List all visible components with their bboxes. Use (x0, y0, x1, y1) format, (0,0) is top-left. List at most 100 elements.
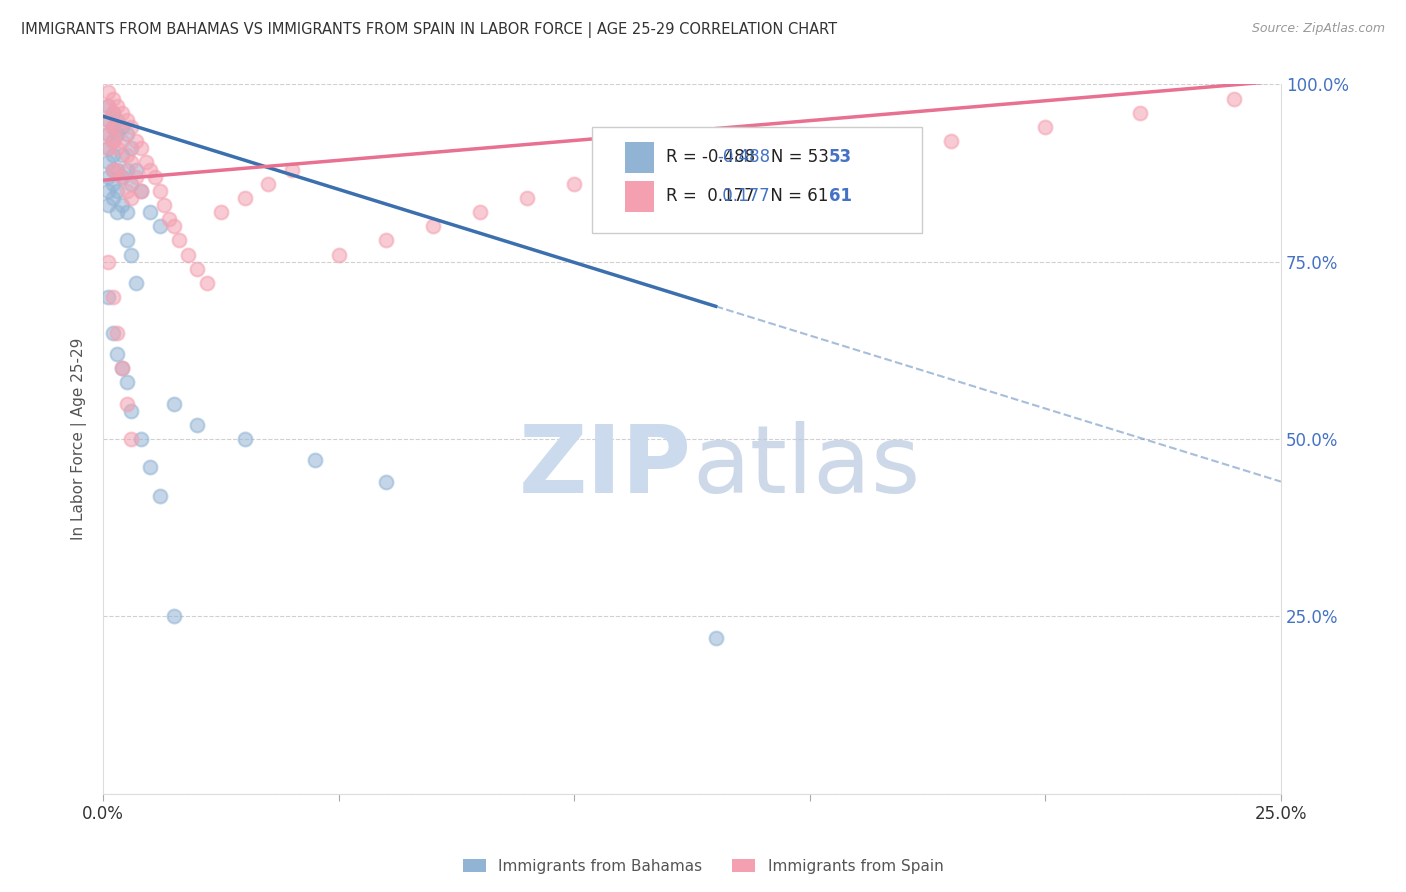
Point (97, 198, 120, 212)
Point (941, 134, 963, 148)
Point (101, 92, 124, 106)
Point (186, 261, 208, 276)
Text: 0.177: 0.177 (717, 187, 769, 205)
FancyBboxPatch shape (592, 127, 922, 234)
Point (657, 162, 679, 177)
Point (101, 290, 124, 304)
Point (280, 162, 302, 177)
Point (105, 205, 128, 219)
Point (105, 162, 128, 177)
Point (101, 177, 124, 191)
Point (562, 177, 585, 191)
Point (97, 127, 120, 141)
Point (121, 120, 143, 134)
Point (209, 205, 232, 219)
Point (125, 169, 148, 184)
Point (115, 127, 138, 141)
Point (157, 212, 180, 227)
Point (328, 247, 350, 261)
Point (115, 205, 138, 219)
Legend: Immigrants from Bahamas, Immigrants from Spain: Immigrants from Bahamas, Immigrants from… (457, 853, 949, 880)
Point (111, 361, 134, 376)
Point (101, 148, 124, 162)
Point (115, 148, 138, 162)
Text: Source: ZipAtlas.com: Source: ZipAtlas.com (1251, 22, 1385, 36)
Point (101, 105, 124, 120)
Point (422, 219, 444, 234)
Point (97, 169, 120, 184)
Point (704, 631, 727, 645)
Point (115, 112, 138, 127)
Point (516, 191, 538, 205)
Point (97, 112, 120, 127)
Text: R = -0.488   N = 53: R = -0.488 N = 53 (666, 148, 830, 167)
Point (135, 155, 157, 169)
Point (149, 489, 172, 503)
Point (163, 609, 186, 624)
Point (129, 184, 152, 198)
Point (111, 169, 134, 184)
Point (101, 191, 124, 205)
Text: ZIP: ZIP (519, 421, 692, 514)
Point (115, 376, 138, 390)
Point (115, 162, 138, 177)
Point (143, 169, 166, 184)
Point (374, 234, 396, 248)
Point (101, 120, 124, 134)
Point (115, 234, 138, 248)
Point (121, 155, 143, 169)
Point (177, 247, 200, 261)
Point (101, 134, 124, 148)
Point (163, 219, 186, 234)
Point (149, 219, 172, 234)
Point (105, 127, 128, 141)
Point (105, 184, 128, 198)
Point (111, 361, 134, 376)
Point (233, 191, 256, 205)
Point (167, 234, 190, 248)
Text: 61: 61 (828, 187, 852, 205)
Point (257, 177, 280, 191)
Point (125, 162, 148, 177)
Point (121, 177, 143, 191)
Point (111, 198, 134, 212)
Point (374, 475, 396, 489)
Point (1035, 120, 1057, 134)
Point (304, 453, 326, 467)
Point (121, 191, 143, 205)
Point (125, 276, 148, 290)
Point (111, 134, 134, 148)
Point (121, 432, 143, 446)
Point (1129, 105, 1152, 120)
Point (121, 403, 143, 417)
Point (195, 276, 218, 290)
Point (129, 184, 152, 198)
Point (115, 184, 138, 198)
Bar (624, 180, 654, 212)
Point (101, 326, 124, 340)
Point (101, 134, 124, 148)
Point (121, 247, 143, 261)
Point (468, 205, 491, 219)
Point (97, 254, 120, 268)
Point (233, 432, 256, 446)
Point (97, 85, 120, 99)
Point (105, 141, 128, 155)
Point (139, 162, 162, 177)
Point (121, 141, 143, 155)
Point (153, 198, 176, 212)
Point (97, 127, 120, 141)
Point (163, 396, 186, 410)
Point (97, 184, 120, 198)
Point (97, 112, 120, 127)
Text: R =  0.177   N = 61: R = 0.177 N = 61 (666, 187, 828, 205)
Text: -0.488: -0.488 (717, 148, 770, 167)
Point (105, 99, 128, 113)
Point (129, 432, 152, 446)
Point (186, 417, 208, 432)
Bar (624, 142, 654, 173)
Point (125, 134, 148, 148)
Point (139, 460, 162, 475)
Text: IMMIGRANTS FROM BAHAMAS VS IMMIGRANTS FROM SPAIN IN LABOR FORCE | AGE 25-29 CORR: IMMIGRANTS FROM BAHAMAS VS IMMIGRANTS FR… (21, 22, 837, 38)
Point (97, 99, 120, 113)
